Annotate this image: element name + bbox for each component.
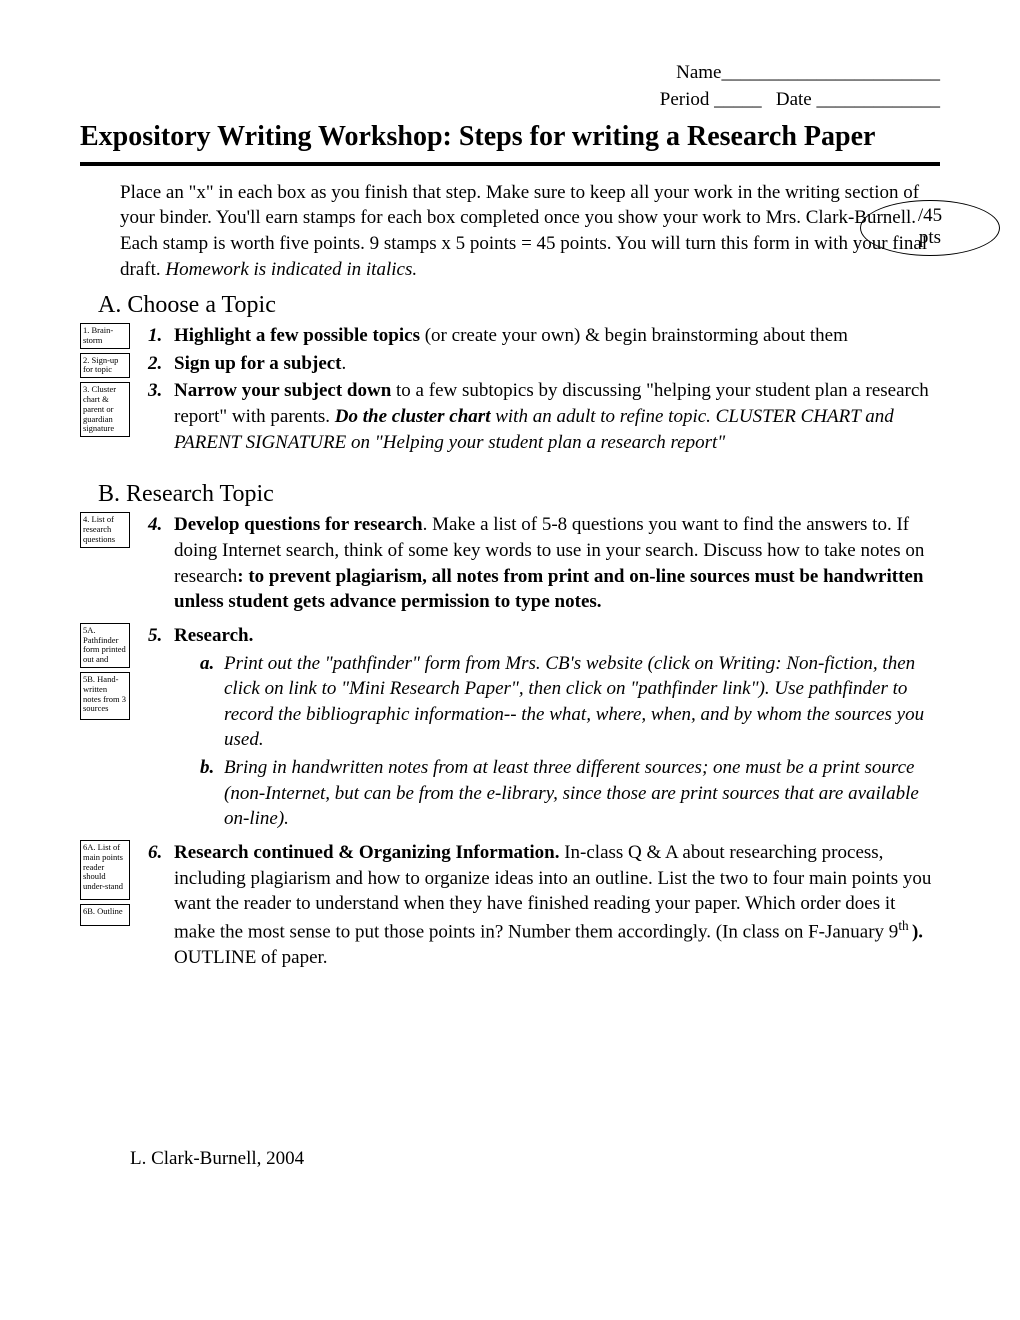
- item-4-num: 4.: [148, 512, 174, 615]
- item-2-num: 2.: [148, 351, 174, 377]
- item-5a: a. Print out the "pathfinder" form from …: [200, 651, 940, 754]
- item-2-rest: .: [342, 353, 347, 374]
- section-a-boxes: 1. Brain-storm 2. Sign-up for topic 3. C…: [80, 323, 136, 441]
- checkbox-5b[interactable]: 5B. Hand-written notes from 3 sources: [80, 672, 130, 720]
- checkbox-6b[interactable]: 6B. Outline: [80, 904, 130, 926]
- box-col-5: 5A. Pathfinder form printed out and 5B. …: [80, 623, 136, 724]
- period-label: Period: [660, 89, 710, 110]
- intro-paragraph: Place an "x" in each box as you finish t…: [120, 180, 940, 283]
- item-6-num: 6.: [148, 840, 174, 971]
- intro-italic: Homework is indicated in italics.: [165, 259, 417, 280]
- section-a-row: 1. Brain-storm 2. Sign-up for topic 3. C…: [80, 323, 940, 457]
- section-b-row-4: 4. List of research questions 4. Develop…: [80, 512, 940, 617]
- item-6-rest-b: ).: [912, 921, 923, 942]
- item-6-col: 6. Research continued & Organizing Infor…: [148, 840, 940, 973]
- section-b-row-6: 6A. List of main points reader should un…: [80, 840, 940, 973]
- item-6: 6. Research continued & Organizing Infor…: [148, 840, 940, 971]
- item-3-bi: Do the cluster chart: [335, 406, 491, 427]
- box-col-4: 4. List of research questions: [80, 512, 136, 551]
- name-blank[interactable]: _______________________: [722, 62, 941, 83]
- section-a-list: 1. Highlight a few possible topics (or c…: [148, 323, 940, 457]
- footer-text: L. Clark-Burnell, 2004: [130, 1148, 304, 1170]
- item-5-col: 5. Research. a. Print out the "pathfinde…: [148, 623, 940, 834]
- item-5a-text: Print out the "pathfinder" form from Mrs…: [224, 651, 940, 754]
- checkbox-1[interactable]: 1. Brain-storm: [80, 323, 130, 349]
- item-3-num: 3.: [148, 378, 174, 455]
- item-6-sup: th: [898, 918, 912, 933]
- checkbox-2[interactable]: 2. Sign-up for topic: [80, 353, 130, 379]
- header-fields: Name_______________________ Period _____…: [80, 60, 940, 113]
- checkbox-3[interactable]: 3. Cluster chart & parent or guardian si…: [80, 382, 130, 437]
- item-4-col: 4. Develop questions for research. Make …: [148, 512, 940, 617]
- item-3-bold: Narrow your subject down: [174, 380, 391, 401]
- item-1-rest: (or create your own) & begin brainstormi…: [420, 325, 848, 346]
- item-4-bold: Develop questions for research: [174, 514, 423, 535]
- section-b-heading: B. Research Topic: [98, 481, 940, 508]
- section-a-heading: A. Choose a Topic: [98, 292, 940, 319]
- checkbox-6a[interactable]: 6A. List of main points reader should un…: [80, 840, 130, 900]
- item-4: 4. Develop questions for research. Make …: [148, 512, 940, 615]
- item-1-bold: Highlight a few possible topics: [174, 325, 420, 346]
- period-blank[interactable]: _____: [714, 89, 762, 110]
- section-b-row-5: 5A. Pathfinder form printed out and 5B. …: [80, 623, 940, 834]
- item-5b-letter: b.: [200, 755, 224, 832]
- name-label: Name: [676, 62, 721, 83]
- item-5a-letter: a.: [200, 651, 224, 754]
- title-rule: [80, 162, 940, 166]
- item-5b: b. Bring in handwritten notes from at le…: [200, 755, 940, 832]
- item-5-num: 5.: [148, 623, 174, 649]
- date-blank[interactable]: _____________: [817, 89, 941, 110]
- page-title: Expository Writing Workshop: Steps for w…: [80, 119, 940, 155]
- item-5: 5. Research.: [148, 623, 940, 649]
- item-5b-text: Bring in handwritten notes from at least…: [224, 755, 940, 832]
- item-2: 2. Sign up for a subject.: [148, 351, 940, 377]
- checkbox-4[interactable]: 4. List of research questions: [80, 512, 130, 547]
- item-2-bold: Sign up for a subject: [174, 353, 342, 374]
- item-4-bold2: : to prevent plagiarism, all notes from …: [174, 566, 923, 613]
- item-6-rest-c: OUTLINE of paper.: [174, 947, 328, 968]
- checkbox-5a[interactable]: 5A. Pathfinder form printed out and: [80, 623, 130, 668]
- item-5-bold: Research.: [174, 625, 253, 646]
- date-label: Date: [776, 89, 812, 110]
- item-6-bold: Research continued & Organizing Informat…: [174, 842, 559, 863]
- box-col-6: 6A. List of main points reader should un…: [80, 840, 136, 930]
- item-1: 1. Highlight a few possible topics (or c…: [148, 323, 940, 349]
- item-3: 3. Narrow your subject down to a few sub…: [148, 378, 940, 455]
- item-1-num: 1.: [148, 323, 174, 349]
